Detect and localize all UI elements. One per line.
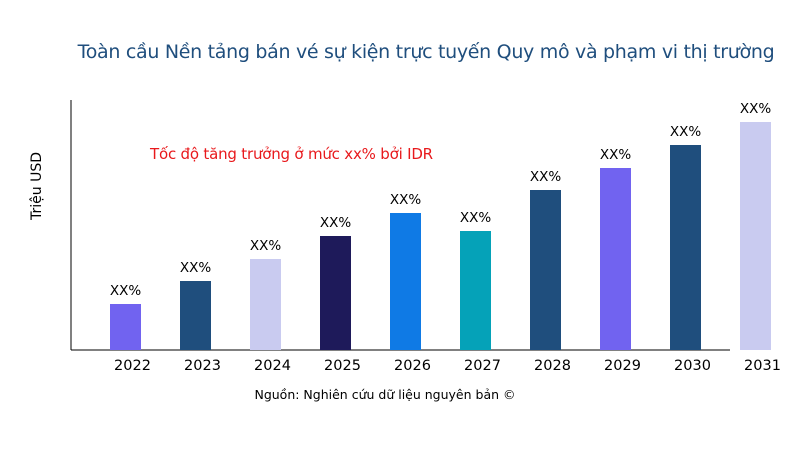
x-tick-label: 2029: [604, 358, 641, 374]
bar-2024: [250, 259, 281, 350]
x-tick-label: 2031: [744, 358, 781, 374]
data-label: XX%: [320, 215, 351, 231]
data-label: XX%: [460, 210, 491, 226]
bar-2031: [740, 122, 771, 350]
data-label: XX%: [110, 283, 141, 299]
x-tick-label: 2027: [464, 358, 501, 374]
data-label: XX%: [740, 101, 771, 117]
bar-2030: [670, 145, 701, 350]
data-label: XX%: [530, 169, 561, 185]
x-tick-label: 2023: [184, 358, 221, 374]
data-label: XX%: [250, 238, 281, 254]
data-label: XX%: [390, 192, 421, 208]
bar-2027: [460, 231, 491, 350]
bar-2029: [600, 168, 631, 350]
bar-2028: [530, 190, 561, 350]
growth-annotation: Tốc độ tăng trưởng ở mức xx% bởi IDR: [150, 145, 433, 163]
data-label: XX%: [600, 147, 631, 163]
x-tick-label: 2030: [674, 358, 711, 374]
x-tick-label: 2022: [114, 358, 151, 374]
x-tick-label: 2026: [394, 358, 431, 374]
data-label: XX%: [180, 260, 211, 276]
x-tick-label: 2028: [534, 358, 571, 374]
x-tick-label: 2025: [324, 358, 361, 374]
bar-2026: [390, 213, 421, 350]
chart-title: Toàn cầu Nền tảng bán vé sự kiện trực tu…: [77, 41, 775, 63]
data-label: XX%: [670, 124, 701, 140]
source-note: Nguồn: Nghiên cứu dữ liệu nguyên bản ©: [254, 387, 516, 402]
bar-2025: [320, 236, 351, 350]
x-tick-label: 2024: [254, 358, 291, 374]
bar-2023: [180, 281, 211, 350]
bar-2022: [110, 304, 141, 350]
